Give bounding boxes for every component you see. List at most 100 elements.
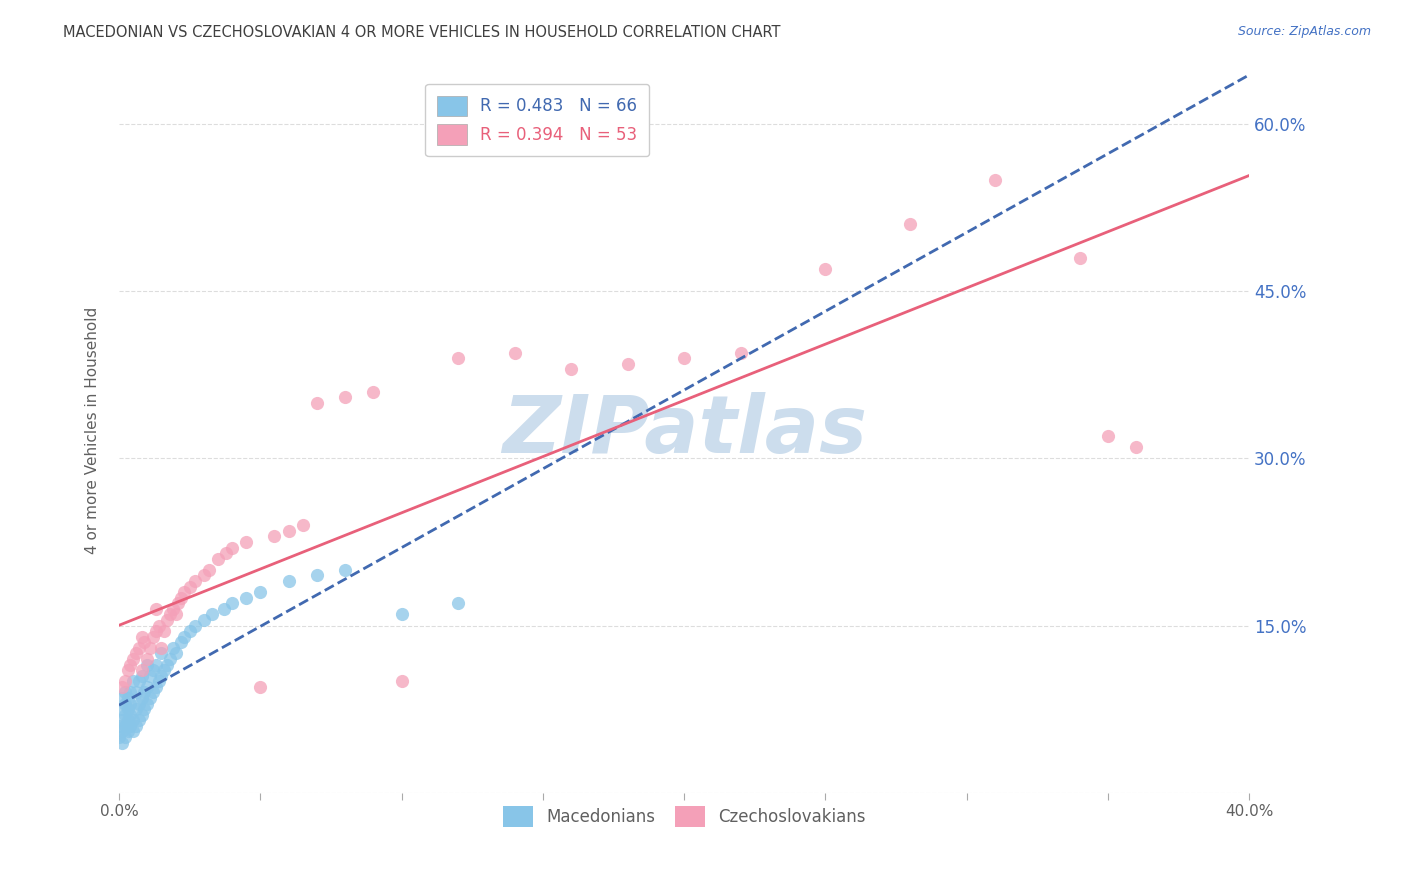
Point	[122, 674, 145, 689]
Point	[145, 657, 167, 672]
Point	[117, 702, 139, 716]
Point	[139, 640, 162, 655]
Point	[277, 524, 299, 538]
Point	[503, 345, 526, 359]
Point	[136, 657, 159, 672]
Point	[150, 668, 173, 682]
Point	[1097, 429, 1119, 443]
Point	[249, 680, 271, 694]
Point	[730, 345, 752, 359]
Point	[1125, 440, 1147, 454]
Point	[125, 702, 148, 716]
Point	[145, 624, 167, 639]
Point	[179, 580, 201, 594]
Point	[170, 635, 193, 649]
Point	[131, 668, 153, 682]
Point	[125, 685, 148, 699]
Point	[136, 680, 159, 694]
Point	[111, 702, 134, 716]
Point	[108, 730, 131, 744]
Point	[814, 262, 837, 277]
Point	[128, 697, 150, 711]
Y-axis label: 4 or more Vehicles in Household: 4 or more Vehicles in Household	[86, 307, 100, 554]
Point	[120, 697, 142, 711]
Text: Source: ZipAtlas.com: Source: ZipAtlas.com	[1237, 25, 1371, 38]
Point	[131, 663, 153, 677]
Point	[128, 674, 150, 689]
Point	[122, 724, 145, 739]
Point	[165, 607, 187, 622]
Point	[165, 647, 187, 661]
Point	[134, 635, 156, 649]
Point	[114, 685, 136, 699]
Point	[150, 640, 173, 655]
Point	[136, 652, 159, 666]
Point	[111, 680, 134, 694]
Point	[235, 591, 257, 605]
Point	[111, 724, 134, 739]
Legend: Macedonians, Czechoslovakians: Macedonians, Czechoslovakians	[495, 798, 875, 835]
Point	[111, 690, 134, 705]
Point	[122, 713, 145, 727]
Point	[120, 707, 142, 722]
Point	[120, 685, 142, 699]
Point	[291, 518, 314, 533]
Point	[145, 602, 167, 616]
Point	[363, 384, 385, 399]
Point	[148, 674, 170, 689]
Point	[125, 647, 148, 661]
Point	[201, 607, 224, 622]
Point	[162, 640, 184, 655]
Point	[131, 630, 153, 644]
Point	[159, 607, 181, 622]
Point	[184, 618, 207, 632]
Point	[170, 591, 193, 605]
Point	[148, 618, 170, 632]
Point	[108, 719, 131, 733]
Point	[142, 630, 165, 644]
Point	[263, 529, 285, 543]
Point	[120, 719, 142, 733]
Point	[277, 574, 299, 588]
Point	[153, 663, 176, 677]
Point	[235, 535, 257, 549]
Point	[122, 652, 145, 666]
Point	[136, 697, 159, 711]
Point	[131, 690, 153, 705]
Point	[117, 663, 139, 677]
Point	[128, 640, 150, 655]
Point	[111, 713, 134, 727]
Point	[333, 390, 356, 404]
Point	[114, 674, 136, 689]
Point	[114, 697, 136, 711]
Point	[193, 568, 215, 582]
Point	[184, 574, 207, 588]
Point	[173, 630, 195, 644]
Text: MACEDONIAN VS CZECHOSLOVAKIAN 4 OR MORE VEHICLES IN HOUSEHOLD CORRELATION CHART: MACEDONIAN VS CZECHOSLOVAKIAN 4 OR MORE …	[63, 25, 780, 40]
Point	[215, 546, 238, 560]
Point	[193, 613, 215, 627]
Point	[616, 357, 638, 371]
Point	[162, 602, 184, 616]
Point	[179, 624, 201, 639]
Text: ZIPatlas: ZIPatlas	[502, 392, 866, 469]
Point	[198, 563, 221, 577]
Point	[391, 607, 413, 622]
Point	[1069, 251, 1091, 265]
Point	[156, 657, 179, 672]
Point	[120, 657, 142, 672]
Point	[117, 724, 139, 739]
Point	[114, 707, 136, 722]
Point	[221, 541, 243, 555]
Point	[560, 362, 582, 376]
Point	[153, 624, 176, 639]
Point	[150, 647, 173, 661]
Point	[114, 719, 136, 733]
Point	[305, 395, 328, 409]
Point	[145, 680, 167, 694]
Point	[125, 719, 148, 733]
Point	[159, 652, 181, 666]
Point	[391, 674, 413, 689]
Point	[117, 713, 139, 727]
Point	[212, 602, 235, 616]
